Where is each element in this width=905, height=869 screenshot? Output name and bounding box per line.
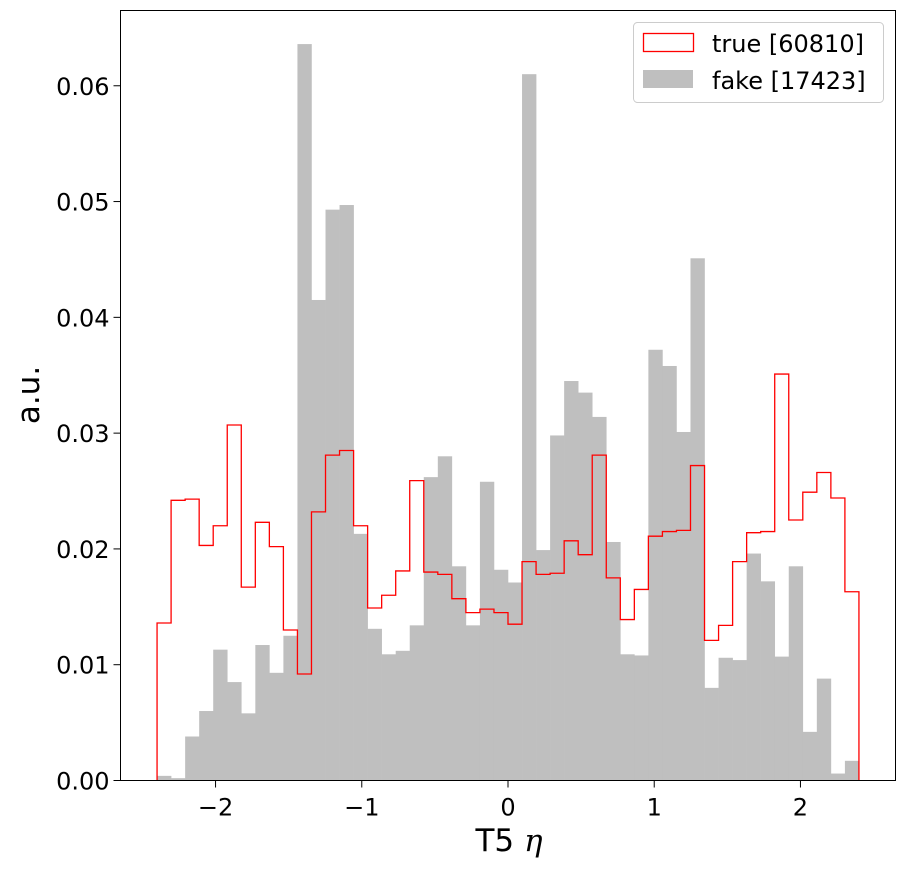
fake-bar xyxy=(774,656,790,781)
x-tick-label: 0 xyxy=(500,794,515,822)
fake-bar xyxy=(339,205,354,781)
fake-bar xyxy=(788,566,804,781)
fake-bar xyxy=(620,654,635,781)
legend-fake-label: fake [17423] xyxy=(712,67,866,95)
legend-true-swatch xyxy=(642,32,695,53)
fake-bar xyxy=(760,581,776,781)
fake-bar xyxy=(704,687,719,781)
fake-bar xyxy=(592,416,607,781)
x-tick-label: −2 xyxy=(198,794,233,822)
y-tick-label: 0.01 xyxy=(56,652,109,680)
fake-bar xyxy=(578,392,593,781)
x-tick-label: 2 xyxy=(793,794,808,822)
y-tick-label: 0.04 xyxy=(56,304,109,332)
fake-bar xyxy=(283,635,298,781)
x-axis-label: T5 η xyxy=(474,823,543,859)
y-tick-label: 0.02 xyxy=(56,536,109,564)
fake-bar xyxy=(185,736,200,781)
fake-bar xyxy=(423,477,439,781)
fake-bar xyxy=(451,566,467,781)
y-tick-label: 0.00 xyxy=(56,768,109,796)
y-tick-label: 0.05 xyxy=(56,189,109,217)
legend: true [60810] fake [17423] xyxy=(633,22,884,103)
fake-bar xyxy=(536,550,551,781)
x-tick-label: 1 xyxy=(647,794,662,822)
x-axis: −2 −1 0 1 2 xyxy=(198,780,808,822)
fake-bar xyxy=(297,44,312,781)
fake-bar xyxy=(437,456,453,781)
fake-bar xyxy=(648,349,663,781)
fake-bar xyxy=(465,625,481,781)
legend-true-label: true [60810] xyxy=(712,30,864,58)
fake-bar xyxy=(395,650,411,781)
fake-bar xyxy=(311,299,326,781)
fake-bar xyxy=(367,628,382,781)
fake-bar xyxy=(718,657,733,781)
fake-bars xyxy=(157,44,860,781)
x-tick-label: −1 xyxy=(344,794,379,822)
fake-bar xyxy=(493,569,509,781)
fake-bar xyxy=(409,625,425,781)
fake-bar xyxy=(550,435,565,781)
fake-bar xyxy=(269,672,284,781)
fake-bar xyxy=(662,365,677,781)
y-tick-label: 0.03 xyxy=(56,420,109,448)
fake-bar xyxy=(690,258,705,781)
fake-bar xyxy=(676,431,691,781)
fake-bar xyxy=(634,655,649,781)
fake-bar xyxy=(227,682,242,781)
fake-bar xyxy=(564,381,579,781)
fake-bar xyxy=(522,74,537,781)
fake-bar xyxy=(213,649,228,781)
true-step-line xyxy=(156,373,860,781)
fake-bar xyxy=(732,660,747,781)
legend-box xyxy=(633,22,884,103)
y-axis-label: a.u. xyxy=(11,366,47,424)
fake-bar xyxy=(746,553,761,781)
fake-bar xyxy=(199,711,214,781)
fake-bar xyxy=(353,533,368,781)
fake-bar xyxy=(255,645,270,781)
fake-bar xyxy=(241,713,256,781)
fake-bar xyxy=(325,209,340,781)
fake-bar xyxy=(381,654,396,781)
y-tick-label: 0.06 xyxy=(56,73,109,101)
fake-bar xyxy=(606,541,621,781)
fake-bar xyxy=(844,760,860,781)
fake-bar xyxy=(479,481,495,781)
fake-bar xyxy=(171,778,186,781)
fake-bar xyxy=(802,731,818,781)
y-axis: 0.00 0.01 0.02 0.03 0.04 0.05 0.06 xyxy=(56,73,121,796)
legend-fake-swatch xyxy=(643,70,693,88)
fake-bar xyxy=(830,773,846,781)
fake-bar xyxy=(157,775,172,781)
fake-bar xyxy=(816,678,832,781)
fake-bar xyxy=(508,582,523,781)
